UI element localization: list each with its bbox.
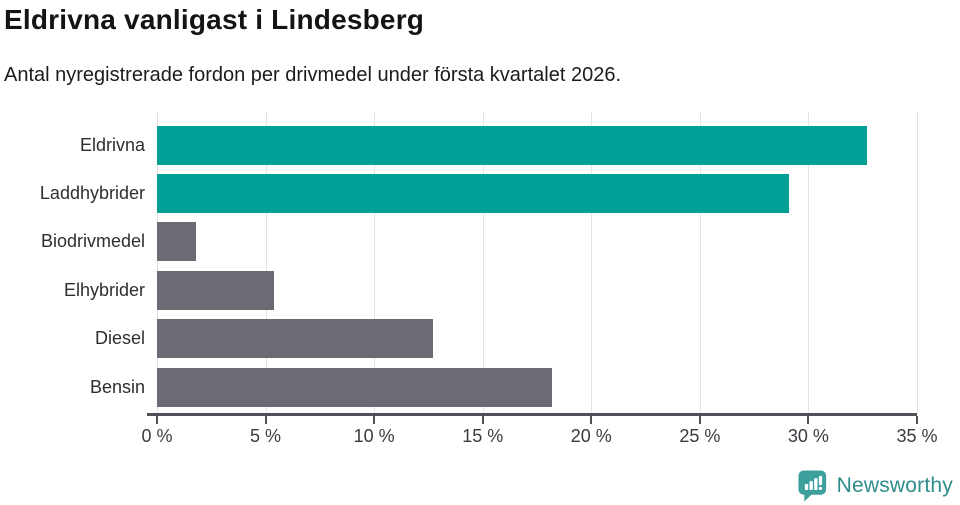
bar	[157, 319, 433, 359]
category-label: Biodrivmedel	[40, 231, 145, 252]
x-axis-tick-label: 15 %	[462, 426, 504, 446]
x-axis-tick-label: 25 %	[679, 426, 721, 446]
x-axis-tick-label: 30 %	[787, 426, 829, 446]
gridline	[917, 112, 918, 413]
x-axis-tick-label: 35 %	[896, 426, 938, 446]
x-axis-tick	[373, 416, 376, 424]
gridline	[374, 112, 376, 413]
category-label: Diesel	[94, 328, 145, 349]
gridline	[265, 112, 267, 413]
newsworthy-logo[interactable]: Newsworthy	[797, 470, 953, 502]
bar	[157, 270, 275, 310]
x-axis-line	[147, 413, 917, 416]
x-axis-tick	[807, 416, 810, 424]
x-axis-tick	[698, 416, 701, 424]
bar	[157, 222, 197, 262]
x-axis-tick	[481, 416, 484, 424]
gridline	[157, 112, 158, 413]
newsworthy-bar-chart-bubble-icon	[798, 470, 826, 502]
category-label: Bensin	[89, 376, 145, 397]
gridline	[482, 112, 484, 413]
x-axis-tick-label: 20 %	[570, 426, 612, 446]
x-axis-tick	[916, 416, 918, 424]
gridline	[699, 112, 701, 413]
x-axis-tick-label: 10 %	[353, 426, 395, 446]
bar	[157, 173, 789, 213]
x-axis-tick-label: 0 %	[141, 426, 173, 446]
x-axis-tick-label: 5 %	[250, 426, 282, 446]
category-label: Elhybrider	[63, 279, 145, 300]
bar	[157, 125, 868, 165]
gridline	[808, 112, 810, 413]
chart-title: Eldrivna vanligast i Lindesberg	[4, 4, 425, 35]
category-label: Eldrivna	[79, 134, 145, 155]
category-label: Laddhybrider	[39, 182, 145, 203]
x-axis-tick	[264, 416, 267, 424]
bar	[157, 367, 553, 407]
x-axis-tick	[156, 416, 158, 424]
gridline	[591, 112, 593, 413]
x-axis-tick	[590, 416, 593, 424]
chart-subtitle: Antal nyregistrerade fordon per drivmede…	[4, 64, 622, 86]
brand-name: Newsworthy	[836, 474, 953, 497]
